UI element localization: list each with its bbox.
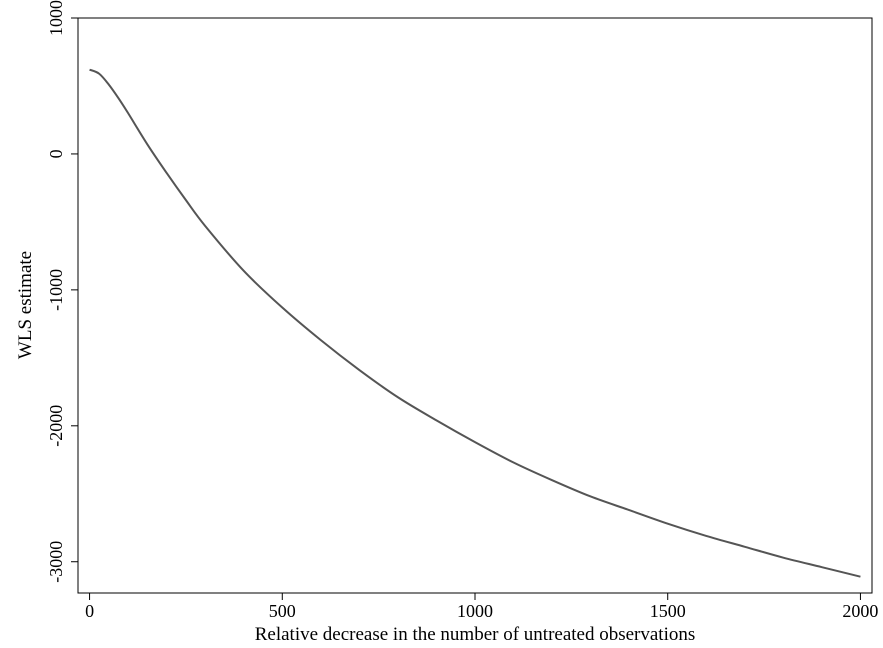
x-axis-label: Relative decrease in the number of untre… <box>255 624 696 645</box>
y-tick-label: 0 <box>46 149 66 158</box>
y-tick-label: -2000 <box>46 405 66 447</box>
x-axis-ticks: 0 500 1000 1500 2000 <box>85 593 878 621</box>
series-layer <box>89 68 861 578</box>
y-axis-ticks: 1000 0 -1000 -2000 -3000 <box>46 0 78 583</box>
x-tick-label: 1000 <box>457 601 493 621</box>
x-tick-label: 500 <box>269 601 296 621</box>
y-axis-label: WLS estimate <box>15 251 36 359</box>
y-tick-label: 1000 <box>46 0 66 36</box>
x-tick-label: 1500 <box>650 601 686 621</box>
y-tick-label: -1000 <box>46 269 66 311</box>
series-line <box>89 68 861 578</box>
x-tick-label: 2000 <box>842 601 878 621</box>
plot-frame <box>77 17 873 594</box>
x-tick-label: 0 <box>85 601 94 621</box>
y-tick-label: -3000 <box>46 541 66 583</box>
